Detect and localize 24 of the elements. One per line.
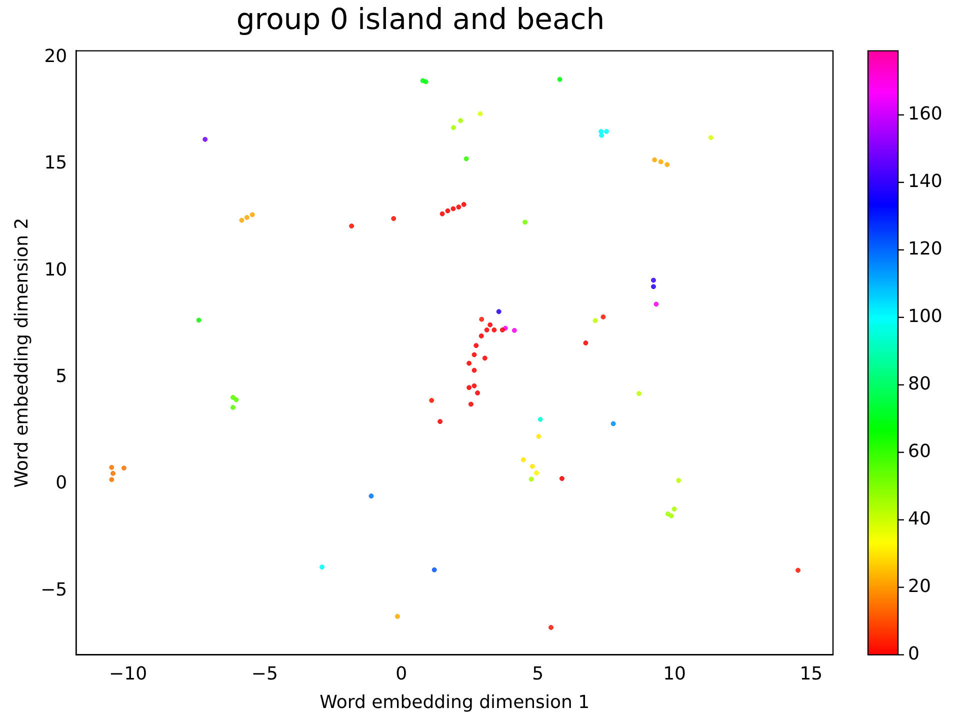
chart-title: group 0 island and beach (236, 2, 605, 36)
x-axis-title: Word embedding dimension 1 (320, 692, 590, 713)
color-bar-label: 40 (908, 508, 931, 530)
x-tick-label: 0 (396, 663, 408, 684)
y-tick-label: 15 (44, 152, 68, 174)
x-tick-label: −5 (251, 663, 278, 684)
color-bar-label: 140 (908, 171, 942, 192)
color-bar-label: 80 (908, 374, 931, 395)
color-bar-label: 120 (908, 238, 942, 260)
x-tick-label: 10 (663, 663, 686, 684)
color-bar-label: 0 (908, 643, 920, 664)
y-tick-label: 0 (56, 472, 68, 494)
x-tick-label: 15 (800, 663, 823, 684)
color-bar-label: 160 (908, 104, 942, 125)
y-tick-label: 20 (44, 46, 68, 67)
color-bar-label: 20 (908, 576, 931, 597)
color-bar-label: 60 (908, 441, 931, 462)
y-tick-label: 10 (44, 259, 68, 280)
y-axis-title: Word embedding dimension 2 (11, 218, 32, 488)
y-tick-label: 5 (56, 366, 68, 388)
color-bar-label: 100 (908, 306, 942, 328)
x-tick-label: 5 (532, 663, 544, 684)
x-tick-label: −10 (109, 663, 148, 684)
y-tick-label: −5 (40, 579, 68, 600)
